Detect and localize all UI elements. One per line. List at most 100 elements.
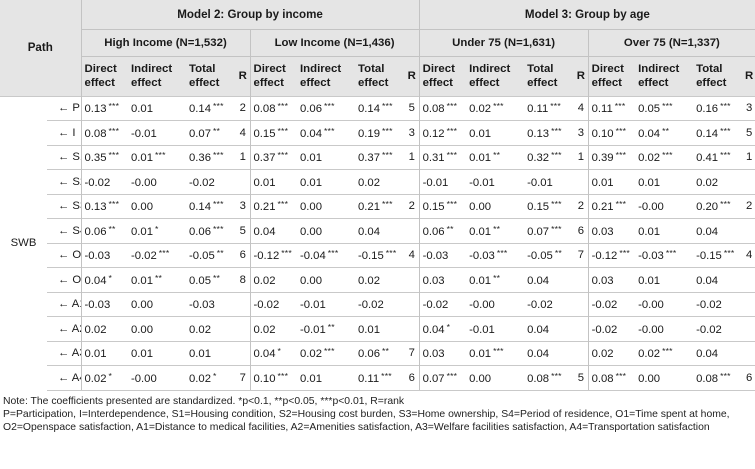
column-header-direct: Direct effect: [80, 55, 128, 96]
coefficient: 0.08: [591, 372, 614, 385]
rank-cell: 4: [405, 242, 420, 268]
significance-stars: ***: [665, 248, 677, 259]
coefficient: 0.20: [696, 201, 719, 214]
value-cell: 0.01 **: [128, 267, 186, 292]
coefficient: -0.01: [422, 176, 449, 189]
coefficient: 0.02: [253, 323, 276, 336]
coefficient: 0.02: [591, 348, 614, 361]
coefficient: 0.01: [253, 176, 276, 189]
significance-stars: ***: [213, 150, 224, 161]
significance-stars: ***: [615, 150, 627, 161]
value-cell: 0.02: [186, 316, 236, 341]
value-cell: -0.00: [128, 169, 186, 194]
column-header-indirect: Indirect effect: [297, 55, 355, 96]
coefficient: 0.08: [422, 103, 445, 116]
coefficient: 0.02: [469, 103, 492, 116]
value-cell: 0.02: [249, 267, 297, 292]
significance-stars: **: [662, 125, 670, 136]
value-cell: 0.00: [297, 267, 355, 292]
coefficient: 0.02: [300, 348, 322, 361]
coefficient: -0.03: [189, 299, 215, 312]
coefficient: -0.01: [300, 299, 326, 312]
significance-stars: ***: [381, 370, 392, 381]
results-table: Path Model 2: Group by income Model 3: G…: [0, 0, 755, 391]
significance-stars: *: [446, 321, 451, 332]
column-header-line: Indirect: [131, 63, 173, 75]
significance-stars: ***: [720, 101, 731, 112]
value-cell: 0.01 **: [466, 144, 525, 170]
value-cell: -0.05 **: [186, 242, 236, 268]
significance-stars: ***: [327, 248, 339, 259]
value-cell: -0.01: [466, 169, 525, 194]
significance-stars: ***: [720, 370, 731, 381]
value-cell: -0.00: [635, 316, 694, 341]
rank-cell: 1: [405, 144, 420, 170]
coefficient: -0.01: [469, 323, 495, 336]
significance-stars: ***: [720, 199, 731, 210]
value-cell: 0.15 ***: [249, 120, 297, 145]
value-cell: 0.05 **: [186, 267, 236, 292]
path-variable: ← P: [47, 95, 81, 121]
value-cell: 0.06 **: [418, 218, 467, 243]
value-cell: 0.01: [80, 340, 128, 366]
coefficient: 0.01: [469, 127, 492, 140]
path-variable: ← A3: [47, 340, 81, 366]
value-cell: 0.21 ***: [355, 193, 405, 219]
coefficient: 0.15: [527, 201, 550, 214]
coefficient: -0.02: [131, 250, 157, 263]
significance-stars: ***: [619, 248, 630, 259]
coefficient: 0.04: [253, 225, 276, 238]
value-cell: 0.02: [693, 169, 744, 194]
significance-stars: ***: [662, 150, 673, 161]
significance-stars: ***: [446, 101, 458, 112]
column-header-line: effect: [638, 77, 669, 89]
coefficient: 0.02: [84, 323, 107, 336]
value-cell: 0.03: [587, 267, 636, 292]
value-cell: -0.15 ***: [355, 242, 405, 268]
significance-stars: ***: [720, 150, 731, 161]
path-header: Path: [0, 0, 81, 96]
value-cell: 0.21 ***: [249, 193, 297, 219]
significance-stars: ***: [615, 125, 627, 136]
value-cell: 0.11 ***: [524, 95, 575, 121]
value-cell: 0.07 ***: [418, 365, 467, 391]
coefficient: -0.01: [300, 323, 326, 336]
value-cell: 0.05 ***: [635, 95, 694, 121]
significance-stars: *: [108, 272, 113, 283]
value-cell: 0.01 ***: [128, 144, 186, 170]
coefficient: 0.08: [696, 372, 719, 385]
coefficient: 0.37: [358, 152, 380, 165]
column-header-indirect: Indirect effect: [128, 55, 186, 96]
coefficient: -0.02: [84, 176, 111, 189]
table-row: ← S40.06**0.01*0.06***50.040.000.040.06*…: [0, 218, 755, 243]
value-cell: -0.03: [80, 291, 128, 317]
coefficient: 0.04: [358, 225, 380, 238]
column-header-line: Total: [358, 63, 385, 75]
value-cell: 0.01 **: [466, 218, 525, 243]
coefficient: 0.01: [591, 176, 614, 189]
significance-stars: ***: [277, 125, 289, 136]
coefficient: 0.02: [696, 176, 719, 189]
significance-stars: ***: [551, 150, 562, 161]
coefficient: 0.02: [638, 348, 661, 361]
value-cell: 0.12 ***: [418, 120, 467, 145]
coefficient: 0.32: [527, 152, 550, 165]
coefficient: 0.01: [84, 348, 107, 361]
coefficient: 0.39: [591, 152, 614, 165]
coefficient: 0.15: [422, 201, 445, 214]
coefficient: 0.04: [696, 348, 719, 361]
value-cell: 0.02 *: [80, 365, 128, 391]
table-body: SWB ← P 0.13 *** 0.01 0.14 *** 2 0.08 *** 0.06 *** 0…: [0, 95, 755, 391]
rank-cell: [743, 340, 755, 366]
column-header-line: Indirect: [638, 63, 680, 75]
coefficient: 0.00: [300, 201, 322, 214]
coefficient: 0.00: [638, 372, 661, 385]
column-header-rank: R: [574, 55, 589, 96]
significance-stars: ***: [550, 101, 561, 112]
significance-stars: ***: [551, 199, 562, 210]
value-cell: 0.36 ***: [186, 144, 236, 170]
coefficient: 0.00: [300, 225, 322, 238]
column-header-line: Indirect: [300, 63, 342, 75]
value-cell: 0.02 ***: [466, 95, 525, 121]
significance-stars: **: [493, 150, 501, 161]
